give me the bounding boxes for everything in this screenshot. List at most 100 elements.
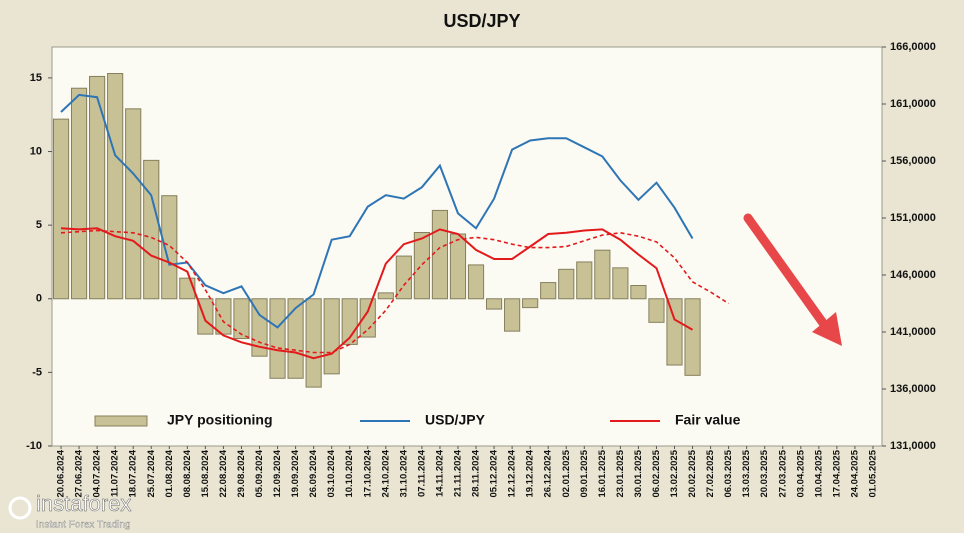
bar bbox=[630, 285, 647, 300]
x-tick-label: 31.10.2024 bbox=[398, 449, 409, 497]
logo: instaforex Instant Forex Trading bbox=[8, 491, 132, 531]
bar bbox=[269, 298, 286, 379]
x-tick-label: 01.08.2024 bbox=[164, 449, 175, 497]
x-tick-label: 20.02.2025 bbox=[687, 449, 698, 497]
x-tick-label: 09.01.2025 bbox=[579, 449, 590, 497]
bar bbox=[504, 298, 521, 332]
x-tick-label: 06.02.2025 bbox=[651, 449, 662, 497]
y-tick-label: 5 bbox=[36, 219, 42, 231]
x-tick-label: 22.08.2024 bbox=[218, 449, 229, 497]
bar bbox=[215, 298, 232, 335]
bar bbox=[70, 87, 88, 300]
x-tick-label: 21.11.2024 bbox=[452, 449, 463, 497]
y2-tick-label: 161,0000 bbox=[890, 98, 936, 110]
x-tick-label: 11.07.2024 bbox=[110, 449, 121, 497]
x-tick-label: 24.04.2025 bbox=[849, 449, 860, 497]
x-tick-label: 04.07.2024 bbox=[92, 449, 103, 497]
logo-tagline: Instant Forex Trading bbox=[36, 520, 131, 531]
bar bbox=[233, 298, 250, 340]
line-series bbox=[60, 93, 694, 329]
x-tick-label: 10.10.2024 bbox=[344, 449, 355, 497]
y-tick-label: 10 bbox=[30, 145, 42, 157]
x-tick-label: 29.08.2024 bbox=[236, 449, 247, 497]
bar bbox=[89, 75, 106, 300]
bar bbox=[648, 298, 665, 323]
legend-label: USD/JPY bbox=[425, 412, 486, 428]
y2-tick-label: 136,0000 bbox=[890, 383, 936, 395]
x-tick-label: 17.04.2025 bbox=[831, 449, 842, 497]
bar bbox=[485, 298, 503, 310]
legend-label: Fair value bbox=[675, 412, 741, 428]
x-tick-label: 15.08.2024 bbox=[200, 449, 211, 497]
x-tick-label: 18.07.2024 bbox=[128, 449, 139, 497]
y2-tick-label: 141,0000 bbox=[890, 326, 936, 338]
x-tick-label: 07.11.2024 bbox=[416, 449, 427, 497]
y-tick-label: -10 bbox=[26, 440, 42, 452]
bar bbox=[558, 268, 575, 300]
x-tick-label: 25.07.2024 bbox=[146, 449, 157, 497]
x-tick-label: 27.06.2024 bbox=[74, 449, 85, 497]
bar bbox=[540, 282, 557, 300]
bar bbox=[323, 298, 340, 375]
chart-title: USD/JPY bbox=[443, 11, 520, 31]
x-tick-label: 12.12.2024 bbox=[507, 449, 518, 497]
y2-tick-label: 131,0000 bbox=[890, 440, 936, 452]
x-tick-label: 13.02.2025 bbox=[669, 449, 680, 497]
x-tick-label: 13.03.2025 bbox=[741, 449, 752, 497]
x-tick-label: 14.11.2024 bbox=[434, 449, 445, 497]
y-tick-label: 0 bbox=[36, 293, 42, 305]
bar bbox=[143, 159, 160, 300]
legend-label: JPY positioning bbox=[167, 412, 273, 428]
logo-icon bbox=[8, 496, 32, 520]
bar bbox=[449, 233, 467, 300]
bar bbox=[395, 255, 412, 300]
x-tick-label: 16.01.2025 bbox=[597, 449, 608, 497]
bar bbox=[684, 298, 701, 376]
x-tick-label: 30.01.2025 bbox=[633, 449, 644, 497]
x-tick-label: 23.01.2025 bbox=[615, 449, 626, 497]
bar bbox=[287, 298, 304, 379]
logo-name: instaforex bbox=[36, 491, 131, 516]
y2-tick-label: 151,0000 bbox=[890, 212, 936, 224]
x-tick-label: 03.04.2025 bbox=[795, 449, 806, 497]
bar bbox=[161, 195, 178, 300]
bar bbox=[576, 261, 593, 300]
bar bbox=[594, 249, 611, 300]
x-tick-label: 12.09.2024 bbox=[272, 449, 283, 497]
bar bbox=[522, 298, 539, 309]
y2-tick-label: 146,0000 bbox=[890, 269, 936, 281]
bar bbox=[52, 118, 70, 300]
x-tick-label: 08.08.2024 bbox=[182, 449, 193, 497]
y2-tick-label: 156,0000 bbox=[890, 155, 936, 167]
x-tick-label: 05.12.2024 bbox=[489, 449, 500, 497]
bar bbox=[251, 298, 268, 357]
x-tick-label: 27.03.2025 bbox=[777, 449, 788, 497]
bar bbox=[612, 267, 629, 300]
bar bbox=[431, 209, 449, 300]
x-tick-label: 26.09.2024 bbox=[308, 449, 319, 497]
x-tick-label: 17.10.2024 bbox=[362, 449, 373, 497]
x-tick-label: 26.12.2024 bbox=[543, 449, 554, 497]
x-tick-label: 19.12.2024 bbox=[525, 449, 536, 497]
x-tick-label: 10.04.2025 bbox=[813, 449, 824, 497]
bar bbox=[359, 298, 376, 338]
x-tick-label: 27.02.2025 bbox=[705, 449, 716, 497]
bar bbox=[107, 73, 124, 300]
legend-swatch bbox=[94, 415, 148, 427]
y-tick-label: 15 bbox=[30, 72, 42, 84]
x-tick-label: 24.10.2024 bbox=[380, 449, 391, 497]
trend-arrow-head bbox=[812, 312, 842, 346]
y2-tick-label: 166,0000 bbox=[890, 41, 936, 53]
line-series bbox=[60, 229, 730, 354]
x-tick-label: 28.11.2024 bbox=[471, 449, 482, 497]
x-tick-label: 02.01.2025 bbox=[561, 449, 572, 497]
x-tick-label: 05.09.2024 bbox=[254, 449, 265, 497]
x-tick-label: 03.10.2024 bbox=[326, 449, 337, 497]
x-tick-label: 01.05.2025 bbox=[867, 449, 878, 497]
plot-area bbox=[51, 46, 883, 447]
bar bbox=[666, 298, 683, 366]
y-tick-label: -5 bbox=[32, 366, 42, 378]
bar bbox=[125, 108, 142, 300]
trend-arrow bbox=[743, 213, 833, 335]
